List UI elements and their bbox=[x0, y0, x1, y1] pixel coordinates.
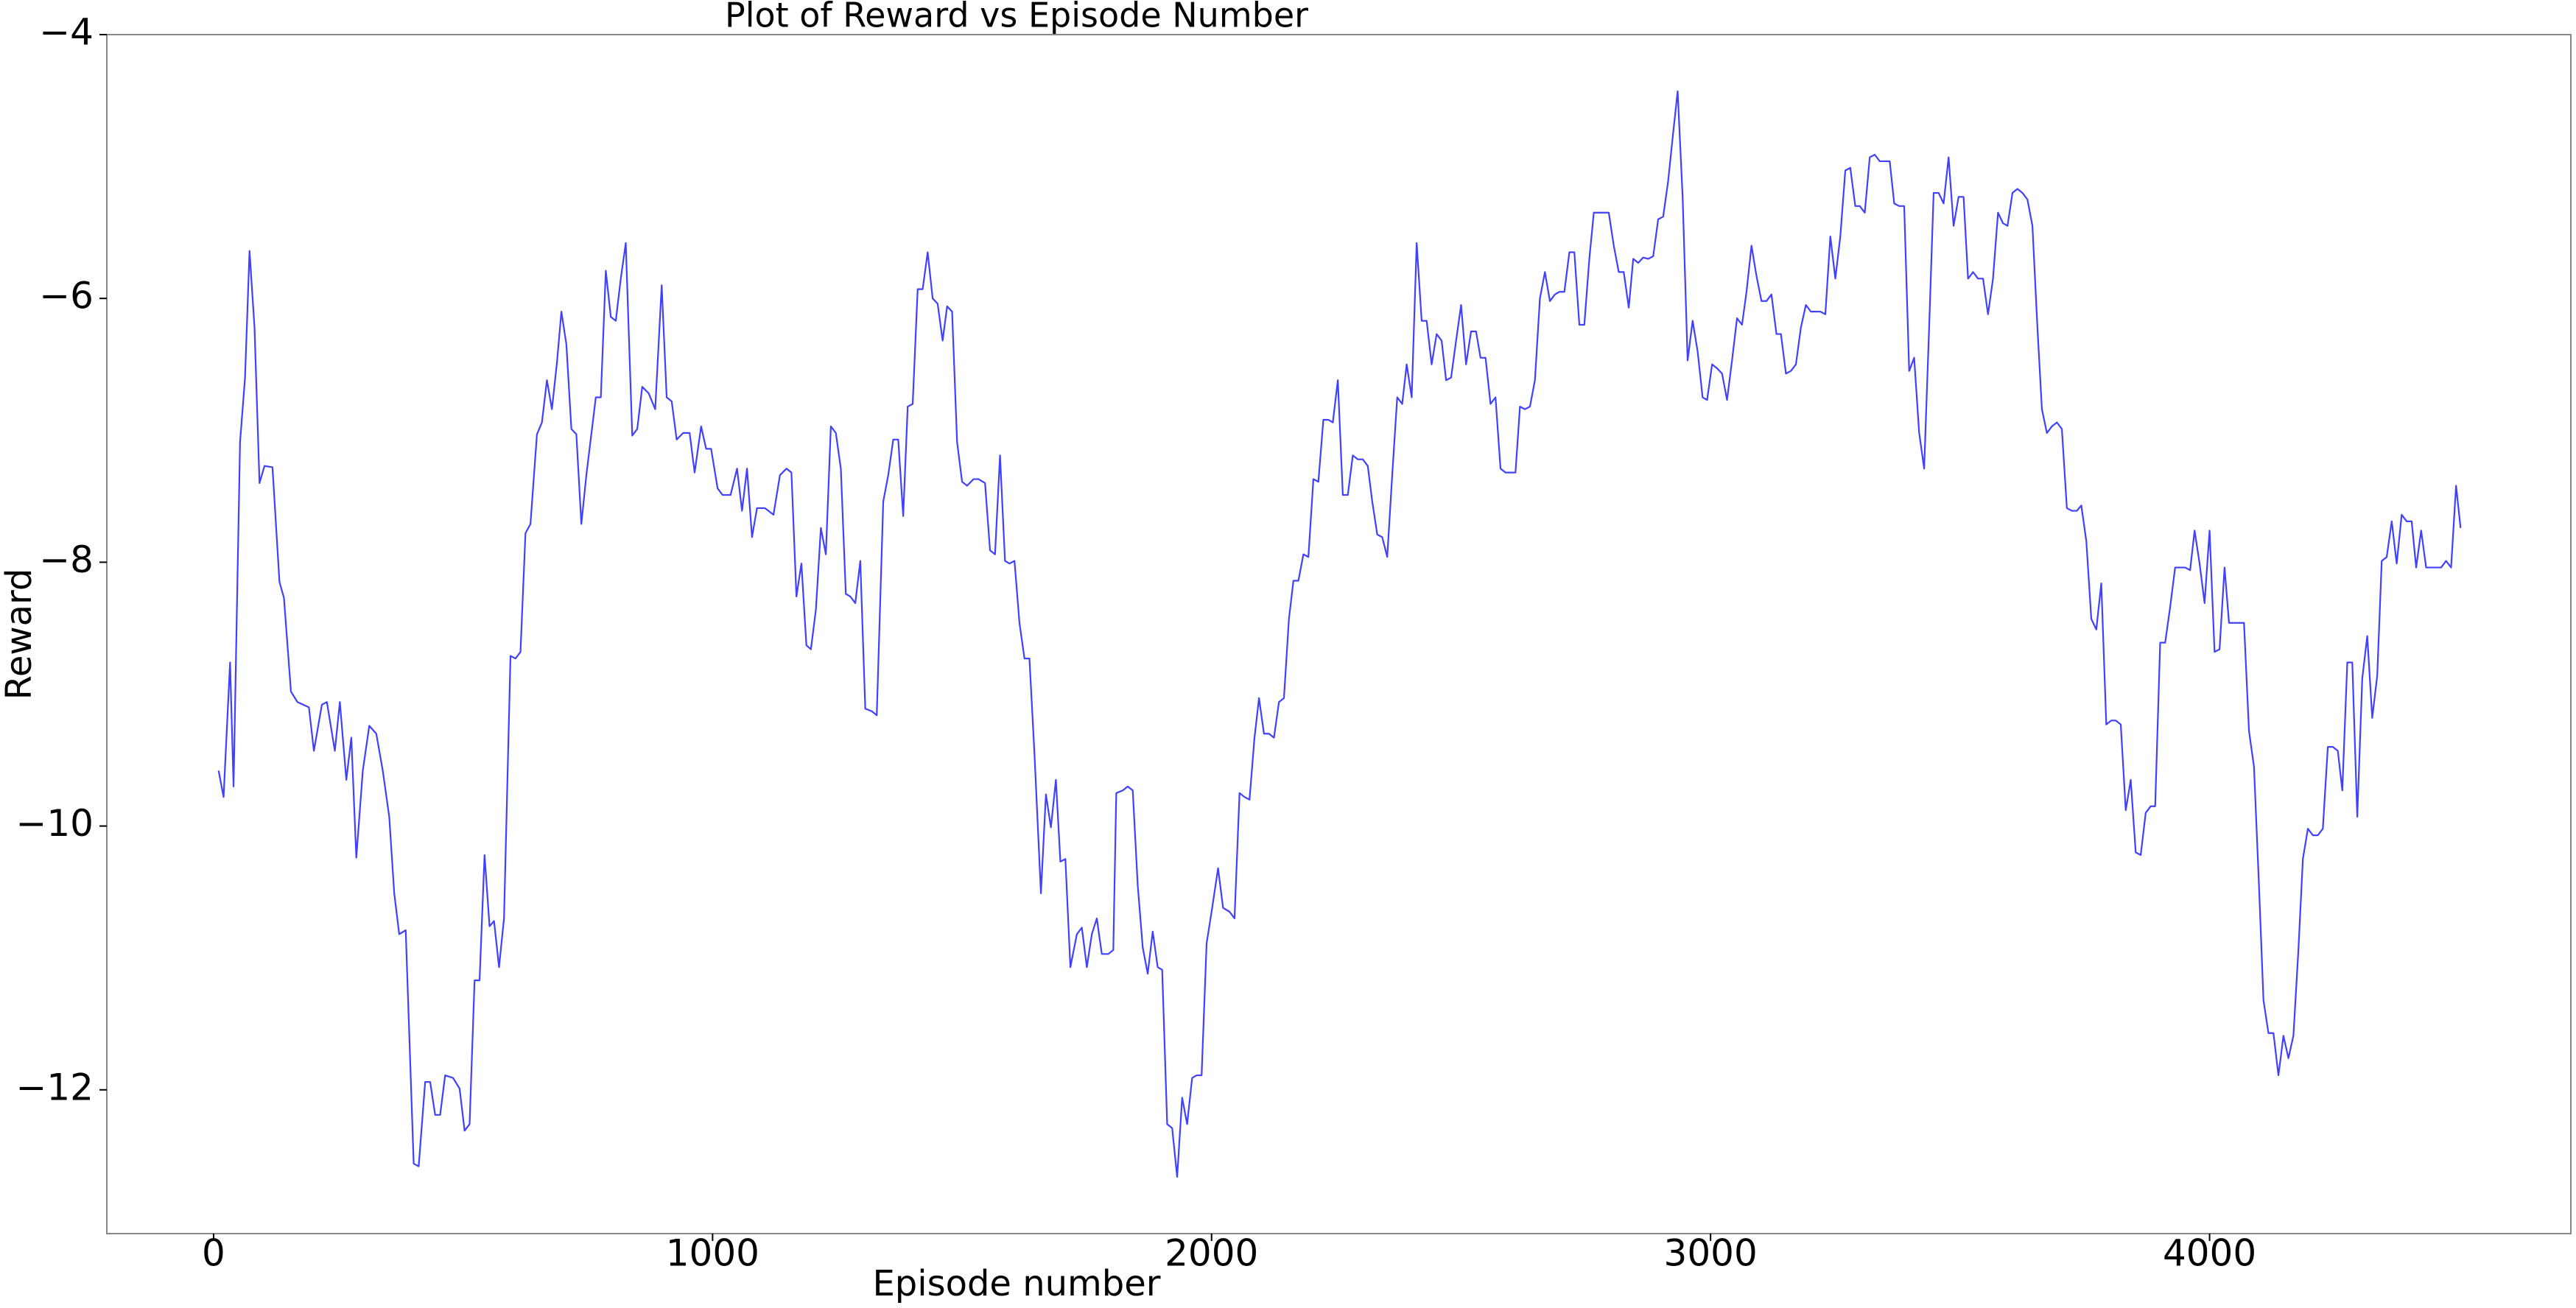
data-line bbox=[217, 90, 2462, 1178]
chart-title: Plot of Reward vs Episode Number bbox=[725, 0, 1308, 35]
x-tick-label: 0 bbox=[202, 1232, 225, 1275]
x-axis-label: Episode number bbox=[872, 1263, 1160, 1304]
x-tick-label: 2000 bbox=[1165, 1232, 1258, 1275]
y-tick-label: −12 bbox=[15, 1066, 94, 1108]
x-tick-label: 4000 bbox=[2163, 1232, 2256, 1275]
y-axis-label: Reward bbox=[0, 569, 40, 700]
y-tick-label: −8 bbox=[39, 538, 94, 581]
x-tick-label: 3000 bbox=[1664, 1232, 1758, 1275]
y-tick-label: −6 bbox=[39, 275, 94, 317]
x-tick-label: 1000 bbox=[666, 1232, 759, 1275]
plot-frame bbox=[106, 34, 2572, 1234]
y-tick-label: −4 bbox=[39, 11, 94, 54]
y-tick-label: −10 bbox=[15, 802, 94, 845]
